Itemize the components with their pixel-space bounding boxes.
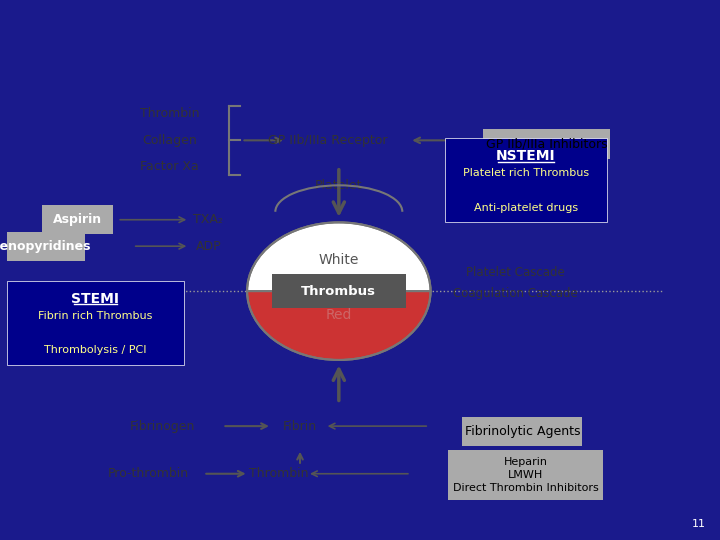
Text: GP IIb/IIIa Inhibitors: GP IIb/IIIa Inhibitors <box>486 138 608 151</box>
Text: ADP: ADP <box>196 240 221 253</box>
Text: Pro-thrombin: Pro-thrombin <box>108 467 189 480</box>
Text: Collagen: Collagen <box>142 134 197 147</box>
FancyBboxPatch shape <box>0 232 85 261</box>
Text: Fibrinolytic Agents: Fibrinolytic Agents <box>464 425 580 438</box>
FancyBboxPatch shape <box>7 281 184 365</box>
Text: Fibrin rich Thrombus: Fibrin rich Thrombus <box>38 311 153 321</box>
Text: Anti-platelet drugs: Anti-platelet drugs <box>474 202 578 213</box>
Text: NSTEMI: NSTEMI <box>496 149 556 163</box>
Text: STEMI: STEMI <box>71 292 120 306</box>
Text: Fibrin: Fibrin <box>283 420 317 433</box>
Text: Platelet Cascade: Platelet Cascade <box>466 266 564 279</box>
FancyBboxPatch shape <box>484 130 611 159</box>
Wedge shape <box>247 222 431 291</box>
Text: 11: 11 <box>692 519 706 529</box>
FancyBboxPatch shape <box>271 274 406 308</box>
Text: Fibrinogen: Fibrinogen <box>130 420 195 433</box>
FancyBboxPatch shape <box>462 417 582 446</box>
Text: Coagulation Cascade: Coagulation Cascade <box>453 287 577 300</box>
Text: Thrombus: Thrombus <box>302 285 377 298</box>
Text: Thienopyridines: Thienopyridines <box>0 240 91 253</box>
Text: White: White <box>319 253 359 267</box>
Text: Platelet rich Thrombus: Platelet rich Thrombus <box>463 168 589 178</box>
Text: Platelet: Platelet <box>315 179 363 192</box>
FancyBboxPatch shape <box>448 450 603 500</box>
Text: Factor Xa: Factor Xa <box>140 160 199 173</box>
Text: TXA₂: TXA₂ <box>194 213 223 226</box>
Text: Thrombolysis / PCI: Thrombolysis / PCI <box>44 346 147 355</box>
FancyBboxPatch shape <box>445 138 607 222</box>
Wedge shape <box>247 291 431 360</box>
Text: Thrombin: Thrombin <box>249 467 309 480</box>
Text: Aspirin: Aspirin <box>53 213 102 226</box>
Text: GP IIb/IIIa Receptor: GP IIb/IIIa Receptor <box>269 134 388 147</box>
Text: Thrombin: Thrombin <box>140 107 199 120</box>
FancyBboxPatch shape <box>42 205 113 234</box>
Text: Heparin
LMWH
Direct Thrombin Inhibitors: Heparin LMWH Direct Thrombin Inhibitors <box>453 457 599 493</box>
Text: Red: Red <box>325 308 352 322</box>
